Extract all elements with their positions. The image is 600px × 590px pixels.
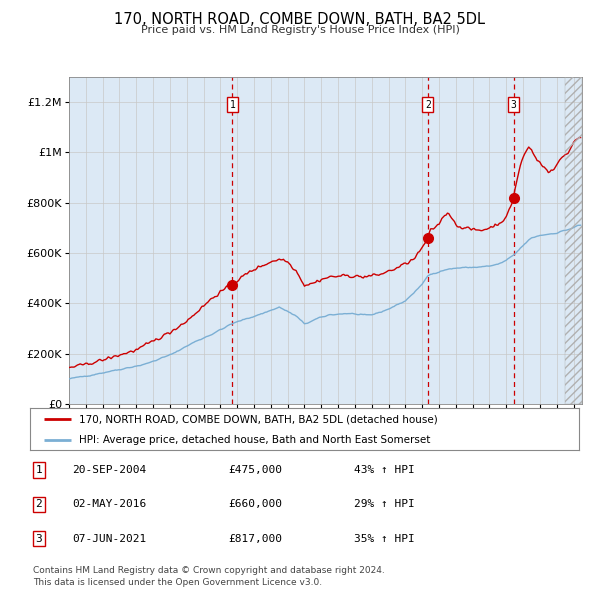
Text: 170, NORTH ROAD, COMBE DOWN, BATH, BA2 5DL (detached house): 170, NORTH ROAD, COMBE DOWN, BATH, BA2 5… — [79, 414, 438, 424]
Text: 2: 2 — [35, 500, 43, 509]
Text: 170, NORTH ROAD, COMBE DOWN, BATH, BA2 5DL: 170, NORTH ROAD, COMBE DOWN, BATH, BA2 5… — [115, 12, 485, 27]
Text: 1: 1 — [230, 100, 235, 110]
Text: 35% ↑ HPI: 35% ↑ HPI — [354, 534, 415, 543]
Text: £475,000: £475,000 — [228, 466, 282, 475]
Text: 29% ↑ HPI: 29% ↑ HPI — [354, 500, 415, 509]
Text: 3: 3 — [511, 100, 517, 110]
Text: HPI: Average price, detached house, Bath and North East Somerset: HPI: Average price, detached house, Bath… — [79, 435, 431, 444]
Text: 02-MAY-2016: 02-MAY-2016 — [72, 500, 146, 509]
Text: 1: 1 — [35, 466, 43, 475]
Text: 3: 3 — [35, 534, 43, 543]
Text: 2: 2 — [425, 100, 431, 110]
Text: This data is licensed under the Open Government Licence v3.0.: This data is licensed under the Open Gov… — [33, 578, 322, 587]
Text: 20-SEP-2004: 20-SEP-2004 — [72, 466, 146, 475]
Text: £660,000: £660,000 — [228, 500, 282, 509]
Text: £817,000: £817,000 — [228, 534, 282, 543]
Text: Contains HM Land Registry data © Crown copyright and database right 2024.: Contains HM Land Registry data © Crown c… — [33, 566, 385, 575]
Text: Price paid vs. HM Land Registry's House Price Index (HPI): Price paid vs. HM Land Registry's House … — [140, 25, 460, 35]
Text: 43% ↑ HPI: 43% ↑ HPI — [354, 466, 415, 475]
Text: 07-JUN-2021: 07-JUN-2021 — [72, 534, 146, 543]
